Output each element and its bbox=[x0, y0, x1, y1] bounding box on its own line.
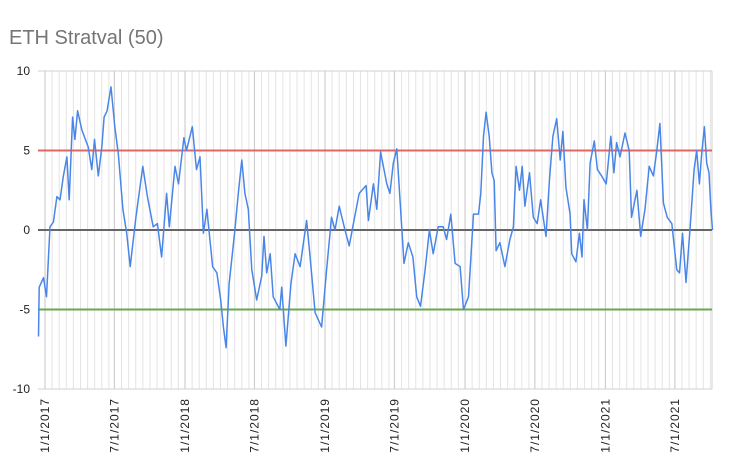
x-tick-label: 1/1/2018 bbox=[178, 398, 192, 453]
y-tick-label: -10 bbox=[13, 382, 31, 396]
x-tick-label: 1/1/2021 bbox=[598, 398, 612, 453]
x-tick-label: 7/1/2020 bbox=[528, 398, 542, 453]
x-tick-label: 7/1/2019 bbox=[387, 398, 401, 453]
y-axis: 10 5 0 -5 -10 bbox=[13, 64, 31, 396]
reference-lines bbox=[38, 149, 712, 311]
chart-title: ETH Stratval (50) bbox=[9, 27, 164, 49]
x-tick-label: 1/1/2017 bbox=[38, 398, 52, 453]
x-tick-label: 1/1/2019 bbox=[318, 398, 332, 453]
x-tick-label: 7/1/2018 bbox=[247, 398, 261, 453]
y-tick-label: 5 bbox=[23, 144, 30, 158]
x-axis: 1/1/2017 7/1/2017 1/1/2018 7/1/2018 1/1/2019… bbox=[38, 398, 682, 453]
y-tick-label: 0 bbox=[23, 223, 30, 237]
x-tick-label: 7/1/2017 bbox=[107, 398, 121, 453]
x-tick-label: 1/1/2020 bbox=[458, 398, 472, 453]
y-tick-label: -5 bbox=[19, 303, 30, 317]
x-tick-label: 7/1/2021 bbox=[668, 398, 682, 453]
series-group bbox=[37, 86, 714, 349]
series-line bbox=[37, 86, 714, 349]
y-tick-label: 10 bbox=[17, 64, 31, 78]
